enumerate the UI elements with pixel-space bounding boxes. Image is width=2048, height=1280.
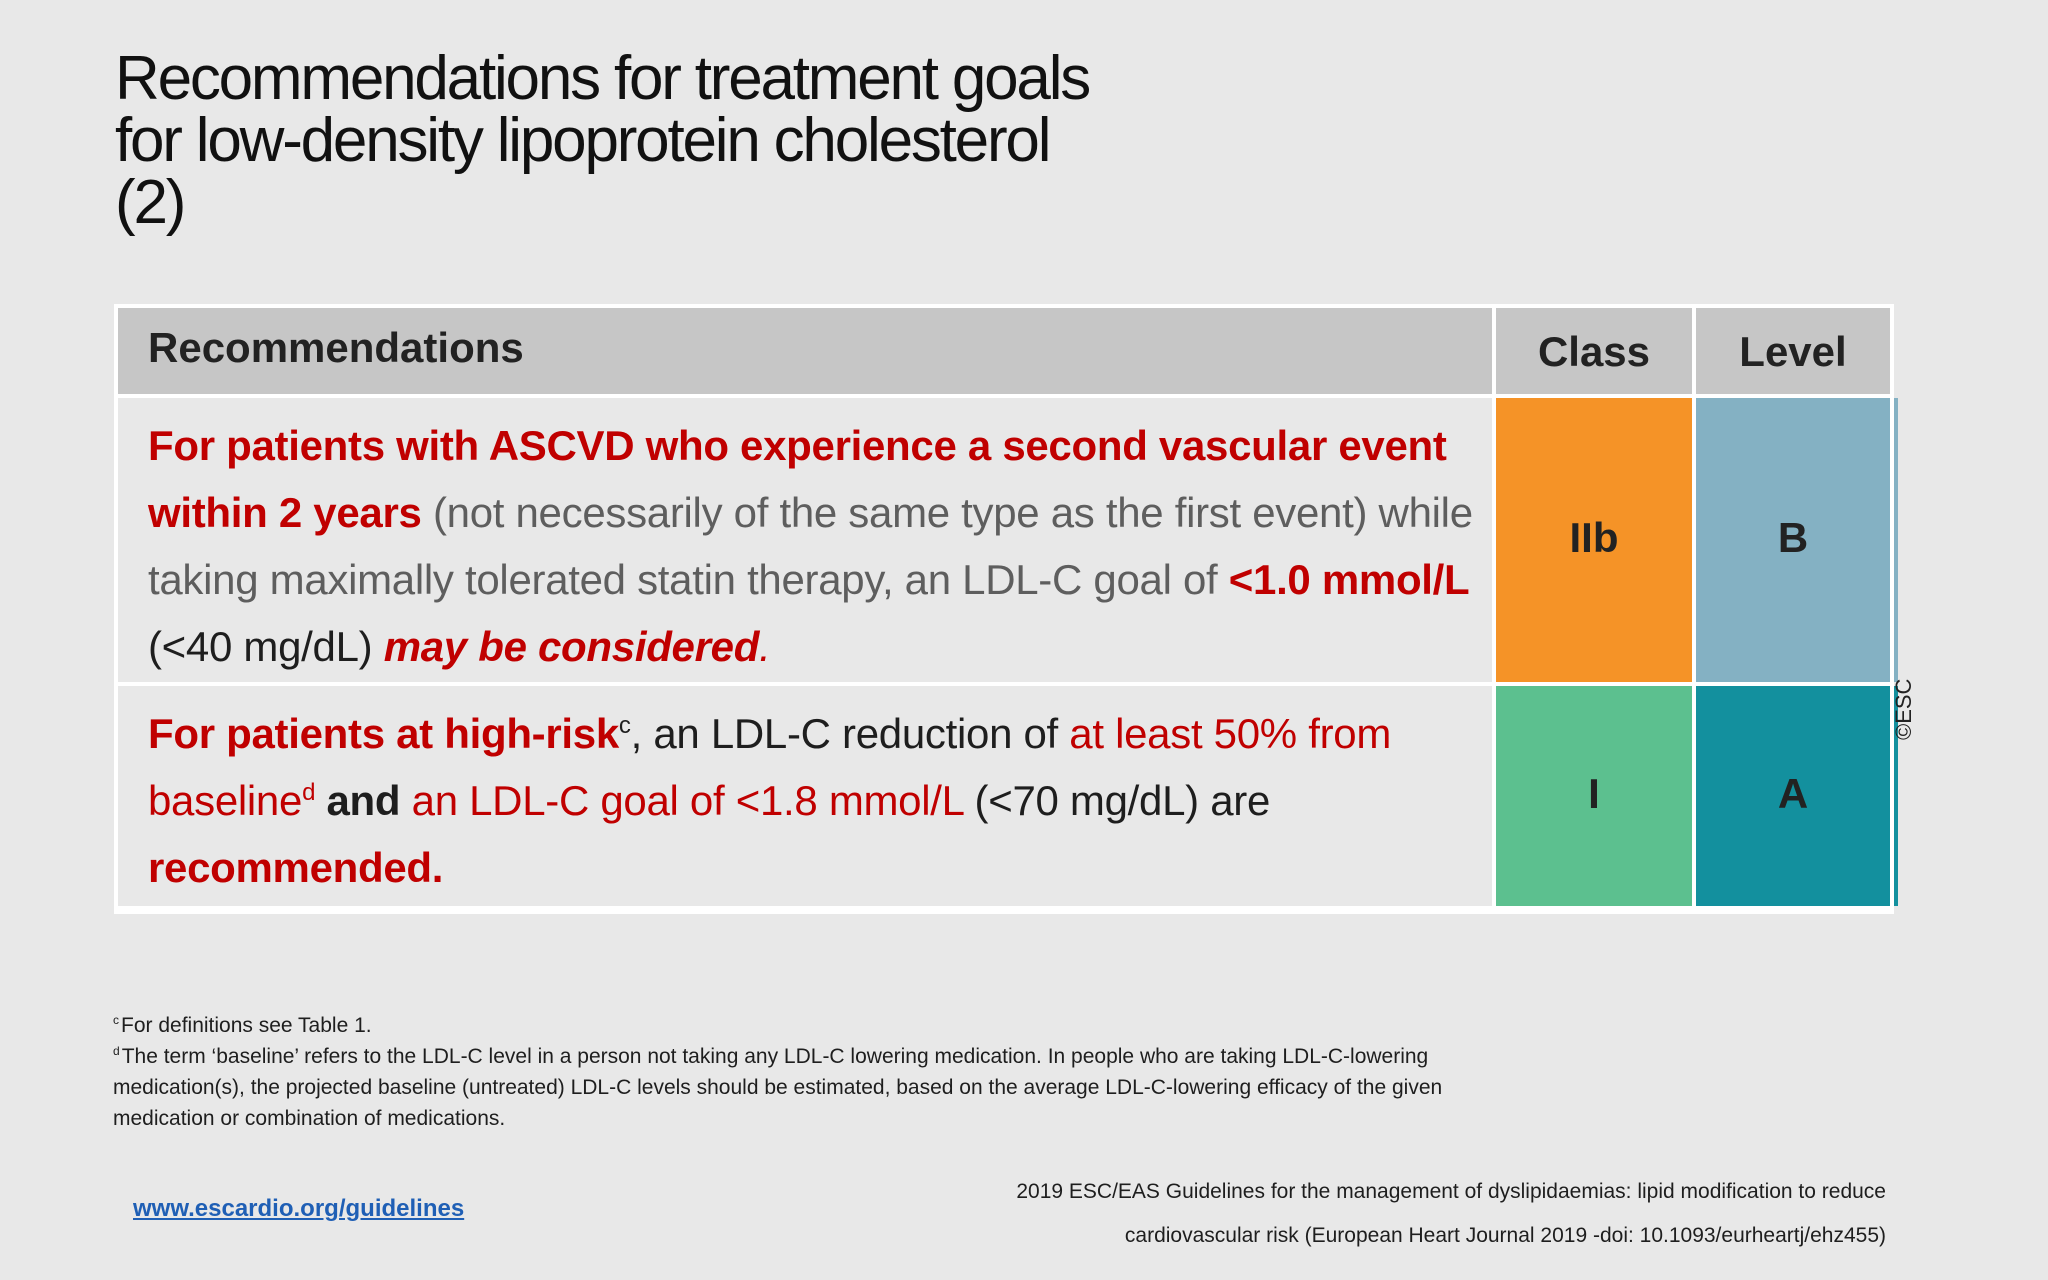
rec2-part-1: For patients at high-risk xyxy=(148,710,619,757)
rec2-part-2: , an LDL-C reduction of xyxy=(630,710,1070,757)
recommendation-row-2: For patients at high-riskc, an LDL-C red… xyxy=(118,686,1492,906)
row-1-edge-strip xyxy=(1894,398,1898,682)
rec1-part-2: (not necessarily of the same type as the… xyxy=(148,489,1473,603)
footnote-c: cFor definitions see Table 1. xyxy=(113,1010,1513,1041)
esc-copyright: ©ESC xyxy=(1891,678,1916,740)
row-2-edge-strip xyxy=(1894,686,1898,906)
header-recommendations: Recommendations xyxy=(118,308,1492,394)
guidelines-link[interactable]: www.escardio.org/guidelines xyxy=(133,1195,465,1222)
title-line-2: for low-density lipoprotein cholesterol xyxy=(115,106,1051,175)
citation-line-2: cardiovascular risk (European Heart Jour… xyxy=(1124,1224,1886,1247)
class-value-2: I xyxy=(1588,770,1600,817)
footnotes: cFor definitions see Table 1. dThe term … xyxy=(113,1010,1513,1134)
header-recommendations-label: Recommendations xyxy=(148,324,524,371)
recommendation-text-1: For patients with ASCVD who experience a… xyxy=(148,412,1478,680)
rec2-part-5: an LDL-C goal of <1.8 mmol/L xyxy=(411,777,964,824)
footnote-c-marker: c xyxy=(113,1013,119,1027)
footnote-c-text: For definitions see Table 1. xyxy=(121,1014,372,1037)
rec2-sup-d: d xyxy=(302,779,316,806)
rec2-part-7: recommended. xyxy=(148,844,444,891)
level-value-2: A xyxy=(1777,770,1809,817)
recommendation-row-1: For patients with ASCVD who experience a… xyxy=(118,398,1492,682)
level-badge-2: A xyxy=(1696,686,1890,906)
footnote-d: dThe term ‘baseline’ refers to the LDL-C… xyxy=(113,1041,1513,1134)
rec1-part-5: may be considered xyxy=(383,623,760,670)
recommendations-table: Recommendations Class Level For patients… xyxy=(114,304,1898,914)
header-level-label: Level xyxy=(1739,328,1847,375)
rec2-sup-c: c xyxy=(618,712,631,739)
title-line-3: (2) xyxy=(115,168,186,237)
level-badge-1: B xyxy=(1696,398,1890,682)
rec2-part-4: and xyxy=(315,777,412,824)
citation-line-1: 2019 ESC/EAS Guidelines for the manageme… xyxy=(1016,1180,1886,1203)
recommendation-text-2: For patients at high-riskc, an LDL-C red… xyxy=(148,700,1478,901)
level-value-1: B xyxy=(1777,514,1809,561)
class-badge-1: IIb xyxy=(1496,398,1692,682)
footnote-d-marker: d xyxy=(113,1044,120,1058)
rec1-part-1: For patients with ASCVD who experience a… xyxy=(148,422,1447,536)
class-badge-2: I xyxy=(1496,686,1692,906)
header-level: Level xyxy=(1696,308,1890,394)
header-class-label: Class xyxy=(1537,328,1651,375)
rec1-part-6: . xyxy=(759,623,771,670)
rec2-part-6: (<70 mg/dL) are xyxy=(963,777,1271,824)
class-value-1: IIb xyxy=(1569,514,1619,561)
page-title: Recommendations for treatment goals for … xyxy=(115,48,1415,234)
header-class: Class xyxy=(1496,308,1692,394)
title-line-1: Recommendations for treatment goals xyxy=(115,44,1091,113)
footnote-d-text: The term ‘baseline’ refers to the LDL-C … xyxy=(113,1045,1443,1130)
rec1-part-3: <1.0 mmol/L xyxy=(1228,556,1470,603)
rec2-part-3: at least 50% from baseline xyxy=(148,710,1392,824)
citation: 2019 ESC/EAS Guidelines for the manageme… xyxy=(786,1170,1886,1258)
rec1-part-4: (<40 mg/dL) xyxy=(148,623,384,670)
